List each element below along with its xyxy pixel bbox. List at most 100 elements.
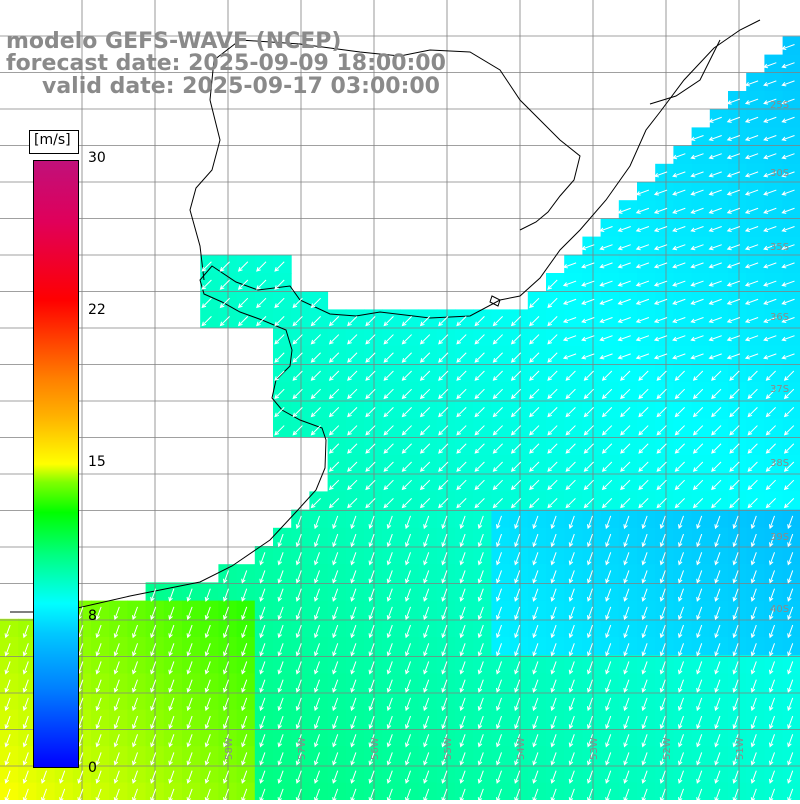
wind-arrow xyxy=(492,370,503,381)
wind-arrow xyxy=(641,752,648,766)
wind-arrow xyxy=(605,715,612,730)
wind-arrow xyxy=(586,734,593,748)
wind-arrow xyxy=(677,752,684,766)
wind-arrow xyxy=(781,335,795,342)
wind-arrow xyxy=(726,116,741,123)
wind-arrow xyxy=(459,588,466,602)
wind-arrow xyxy=(310,352,321,363)
wind-arrow xyxy=(787,697,794,712)
latitude-label: 35S xyxy=(770,242,789,253)
wind-arrow xyxy=(328,479,340,491)
wind-arrow xyxy=(586,661,593,675)
wind-arrow xyxy=(404,643,411,657)
wind-arrow xyxy=(459,715,466,730)
wind-arrow xyxy=(583,407,594,418)
wind-arrow xyxy=(241,643,248,657)
wind-arrow xyxy=(22,752,29,766)
map-title: modelo GEFS-WAVE (NCEP) xyxy=(6,29,342,54)
wind-arrow xyxy=(95,679,102,693)
longitude-label: 58W xyxy=(224,737,235,760)
wind-arrow xyxy=(711,388,722,400)
wind-arrow xyxy=(332,606,339,621)
wind-arrow xyxy=(532,606,539,621)
wind-arrow xyxy=(547,407,558,418)
wind-arrow xyxy=(438,461,449,472)
wind-arrow xyxy=(763,335,777,342)
wind-arrow xyxy=(492,352,503,363)
wind-arrow xyxy=(781,44,795,51)
wind-arrow xyxy=(732,661,739,675)
wind-arrow xyxy=(568,515,575,530)
wind-arrow xyxy=(168,734,175,748)
wind-arrow xyxy=(532,570,539,584)
wind-arrow xyxy=(692,479,704,491)
wind-arrow xyxy=(347,352,358,363)
wind-arrow xyxy=(690,298,704,305)
wind-arrow xyxy=(168,661,175,675)
wind-arrow xyxy=(690,226,704,233)
longitude-label: 52W xyxy=(662,737,673,760)
wind-arrow xyxy=(532,533,539,548)
wind-arrow xyxy=(653,262,668,269)
wind-arrow xyxy=(477,679,484,693)
wind-arrow xyxy=(474,334,485,345)
wind-arrow xyxy=(423,752,430,766)
wind-arrow xyxy=(131,624,138,639)
wind-arrow xyxy=(95,734,102,748)
wind-arrow xyxy=(401,498,412,509)
wind-arrow xyxy=(763,116,777,123)
wind-arrow xyxy=(763,135,777,142)
wind-arrow xyxy=(365,498,376,509)
wind-arrow xyxy=(441,643,448,657)
wind-arrow xyxy=(692,407,704,418)
wind-arrow xyxy=(708,353,722,360)
wind-arrow xyxy=(186,770,193,784)
wind-arrow xyxy=(641,643,648,657)
wind-arrow xyxy=(547,352,558,363)
wind-arrow xyxy=(332,533,339,548)
wind-arrow xyxy=(729,370,740,381)
wind-arrow xyxy=(477,734,484,748)
wind-arrow xyxy=(787,643,794,657)
longitude-labels: 58W 57W 56W 55W 54W 53W 52W 51W xyxy=(224,737,746,760)
wind-arrow xyxy=(495,570,502,584)
wind-arrow xyxy=(365,334,376,345)
wind-arrow xyxy=(313,643,320,657)
wind-arrow xyxy=(150,588,157,602)
wind-arrow xyxy=(350,533,357,548)
wind-arrow xyxy=(456,316,467,327)
wind-arrow xyxy=(368,715,375,730)
wind-arrow xyxy=(750,624,757,639)
wind-arrow xyxy=(583,443,594,454)
wind-arrow xyxy=(492,461,503,472)
wind-arrow xyxy=(781,135,795,142)
wind-arrow xyxy=(617,226,631,233)
wind-arrow xyxy=(732,515,739,530)
wind-arrow xyxy=(653,226,668,233)
wind-arrow xyxy=(401,352,412,363)
wind-arrow xyxy=(274,279,285,290)
wind-arrow xyxy=(768,552,775,566)
wind-arrow xyxy=(550,570,557,584)
wind-arrow xyxy=(459,770,466,784)
wind-arrow xyxy=(495,606,502,621)
wind-arrow xyxy=(714,752,721,766)
wind-arrow xyxy=(547,316,558,327)
wind-arrow xyxy=(605,752,612,766)
wind-arrow xyxy=(750,552,757,566)
wind-arrow xyxy=(641,606,648,621)
wind-arrow xyxy=(113,697,120,712)
wind-arrow xyxy=(768,533,775,548)
wind-arrow xyxy=(674,407,685,418)
wind-arrow xyxy=(204,770,211,784)
wind-arrow xyxy=(659,624,666,639)
wind-arrow xyxy=(456,443,467,454)
wind-arrow xyxy=(696,734,703,748)
wind-arrow xyxy=(690,317,704,324)
wind-arrow xyxy=(747,498,758,509)
wind-arrow xyxy=(617,262,631,269)
wind-arrow xyxy=(459,624,466,639)
wind-arrow xyxy=(404,661,411,675)
wind-arrow xyxy=(386,679,393,693)
wind-arrow xyxy=(237,316,249,327)
